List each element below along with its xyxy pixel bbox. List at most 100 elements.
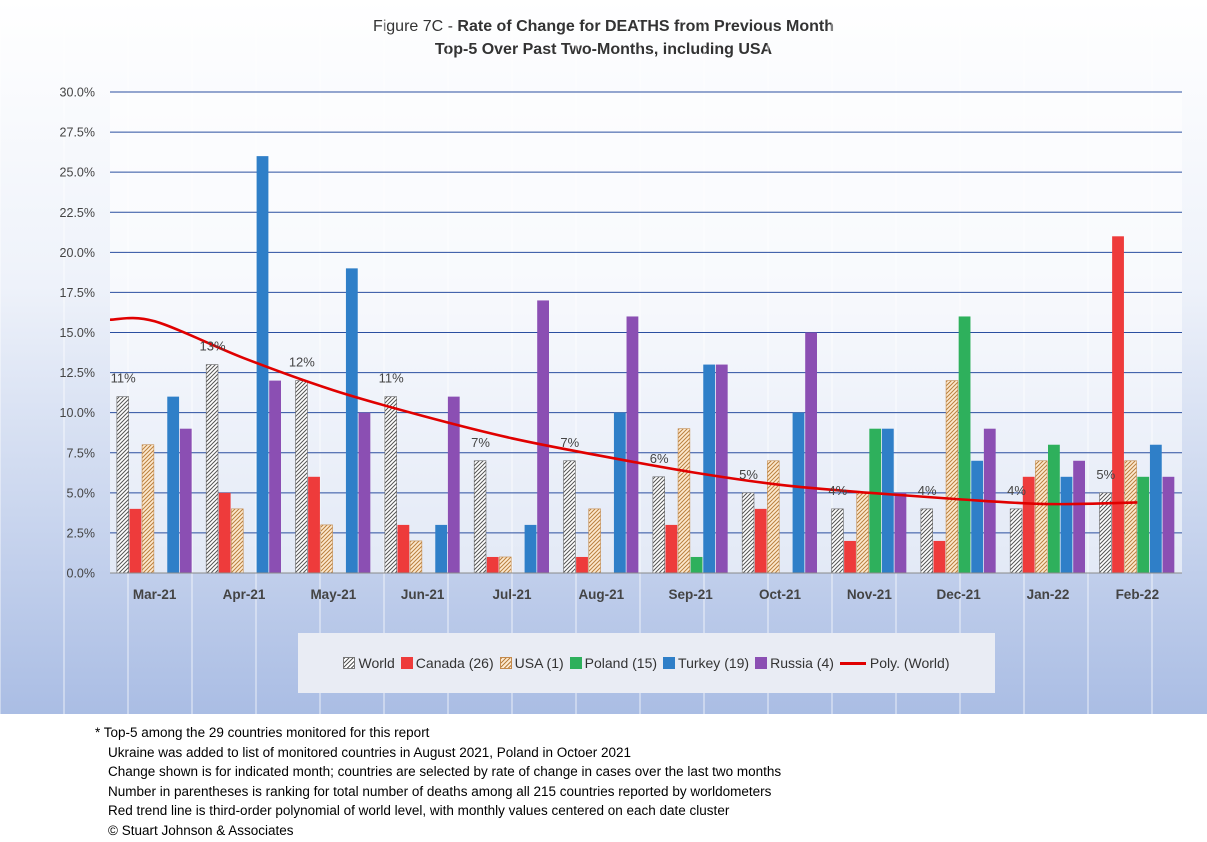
bar-canada	[1112, 236, 1124, 574]
bar-world	[1099, 492, 1112, 574]
data-label-world: 5%	[1096, 467, 1115, 482]
footnote-5: Red trend line is third-order polynomial…	[108, 803, 730, 819]
x-tick-label: Aug-21	[578, 587, 624, 602]
bar-world	[920, 508, 933, 574]
bar-turkey	[792, 412, 805, 573]
bar-canada	[665, 524, 678, 573]
bar-poland	[690, 556, 703, 573]
bar-turkey	[524, 524, 537, 573]
bar-usa	[1035, 460, 1048, 574]
legend-item-poland: Poland (15)	[569, 655, 658, 671]
bar-turkey	[971, 460, 984, 573]
legend-item-trendline: Poly. (World)	[839, 655, 950, 671]
y-tick-label: 0.0%	[67, 567, 96, 581]
legend-swatch	[755, 657, 768, 669]
bar-turkey	[613, 412, 626, 573]
legend-label: Russia (4)	[770, 655, 834, 671]
y-tick-label: 10.0%	[60, 406, 95, 420]
y-tick-label: 30.0%	[60, 86, 95, 100]
bar-turkey	[345, 268, 358, 573]
bar-russia	[537, 300, 549, 573]
footnote-6: © Stuart Johnson & Associates	[108, 822, 294, 838]
bar-turkey	[1060, 476, 1073, 573]
chart-title: Figure 7C - Rate of Change for DEATHS fr…	[0, 18, 1207, 36]
legend-label: USA (1)	[514, 655, 564, 671]
data-label-world: 4%	[828, 483, 847, 498]
footnote-2: Ukraine was added to list of monitored c…	[108, 744, 632, 760]
bar-russia	[179, 428, 192, 573]
x-tick-label: Mar-21	[133, 587, 177, 602]
data-label-world: 7%	[560, 435, 579, 450]
bar-russia	[358, 412, 371, 573]
legend-item-russia: Russia (4)	[755, 655, 834, 671]
bar-usa	[945, 380, 959, 574]
bar-poland	[1137, 476, 1150, 573]
bar-poland	[958, 316, 971, 573]
bar-world	[116, 396, 129, 574]
bar-russia	[894, 492, 907, 573]
bar-usa	[588, 508, 601, 574]
x-tick-label: Feb-22	[1116, 587, 1160, 602]
y-tick-label: 25.0%	[60, 166, 95, 180]
bar-world	[384, 396, 397, 574]
y-tick-label: 17.5%	[60, 286, 95, 300]
data-label-world: 12%	[289, 355, 315, 370]
bar-world	[1009, 508, 1023, 574]
bar-canada	[754, 508, 767, 573]
legend-swatch	[499, 657, 512, 669]
bar-canada	[218, 492, 231, 573]
legend-line-swatch	[839, 661, 866, 665]
bar-usa	[677, 428, 691, 574]
bar-usa	[320, 524, 333, 574]
chart-title-main: Rate of Change for DEATHS from Previous …	[457, 18, 835, 35]
x-tick-label: Jun-21	[401, 587, 445, 602]
bar-canada	[1022, 476, 1035, 573]
bar-poland	[1048, 444, 1060, 573]
y-tick-label: 2.5%	[67, 526, 96, 540]
x-tick-label: Apr-21	[223, 587, 266, 602]
bar-canada	[486, 556, 499, 573]
x-tick-label: Oct-21	[759, 587, 802, 602]
bar-poland	[869, 428, 882, 573]
data-label-world: 4%	[1007, 483, 1026, 498]
bar-russia	[715, 364, 728, 573]
data-label-world: 6%	[650, 451, 669, 466]
data-label-world: 7%	[471, 435, 490, 450]
trendline-poly-world	[109, 316, 1138, 506]
chart-legend: World Canada (26) USA (1) Poland (15) Turkey…	[298, 633, 995, 693]
bar-turkey	[167, 396, 180, 573]
bar-canada	[129, 508, 142, 573]
y-tick-label: 27.5%	[60, 126, 95, 140]
legend-label: Poland (15)	[584, 655, 658, 671]
bar-russia	[447, 396, 460, 573]
x-tick-label: Nov-21	[847, 587, 893, 602]
bar-turkey	[881, 428, 894, 573]
legend-swatch	[569, 657, 582, 669]
y-tick-label: 7.5%	[67, 446, 96, 460]
bar-russia	[1073, 460, 1085, 573]
x-tick-label: Dec-21	[937, 587, 982, 602]
x-tick-label: Jul-21	[492, 587, 532, 602]
bar-russia	[805, 332, 817, 573]
x-tick-label: Jan-22	[1027, 587, 1070, 602]
bar-russia	[1162, 476, 1175, 573]
x-tick-label: Sep-21	[669, 587, 714, 602]
bar-usa	[767, 460, 780, 574]
legend-item-turkey: Turkey (19)	[663, 655, 749, 671]
legend-label: Poly. (World)	[869, 655, 950, 671]
bar-usa	[856, 492, 869, 574]
bar-world	[741, 492, 755, 574]
legend-label: World	[358, 655, 395, 671]
bar-world	[205, 364, 219, 574]
chart-area: Figure 7C - Rate of Change for DEATHS fr…	[0, 0, 1207, 714]
bar-turkey	[435, 524, 448, 573]
y-tick-label: 12.5%	[60, 366, 95, 380]
chart-subtitle: Top-5 Over Past Two-Months, including US…	[434, 41, 773, 58]
data-label-world: 4%	[918, 483, 937, 498]
y-tick-label: 22.5%	[60, 206, 95, 220]
bar-canada	[576, 556, 588, 573]
legend-swatch	[663, 657, 676, 669]
bar-world	[831, 508, 844, 574]
legend-item-world: World	[343, 655, 395, 671]
data-label-world: 11%	[111, 371, 136, 386]
